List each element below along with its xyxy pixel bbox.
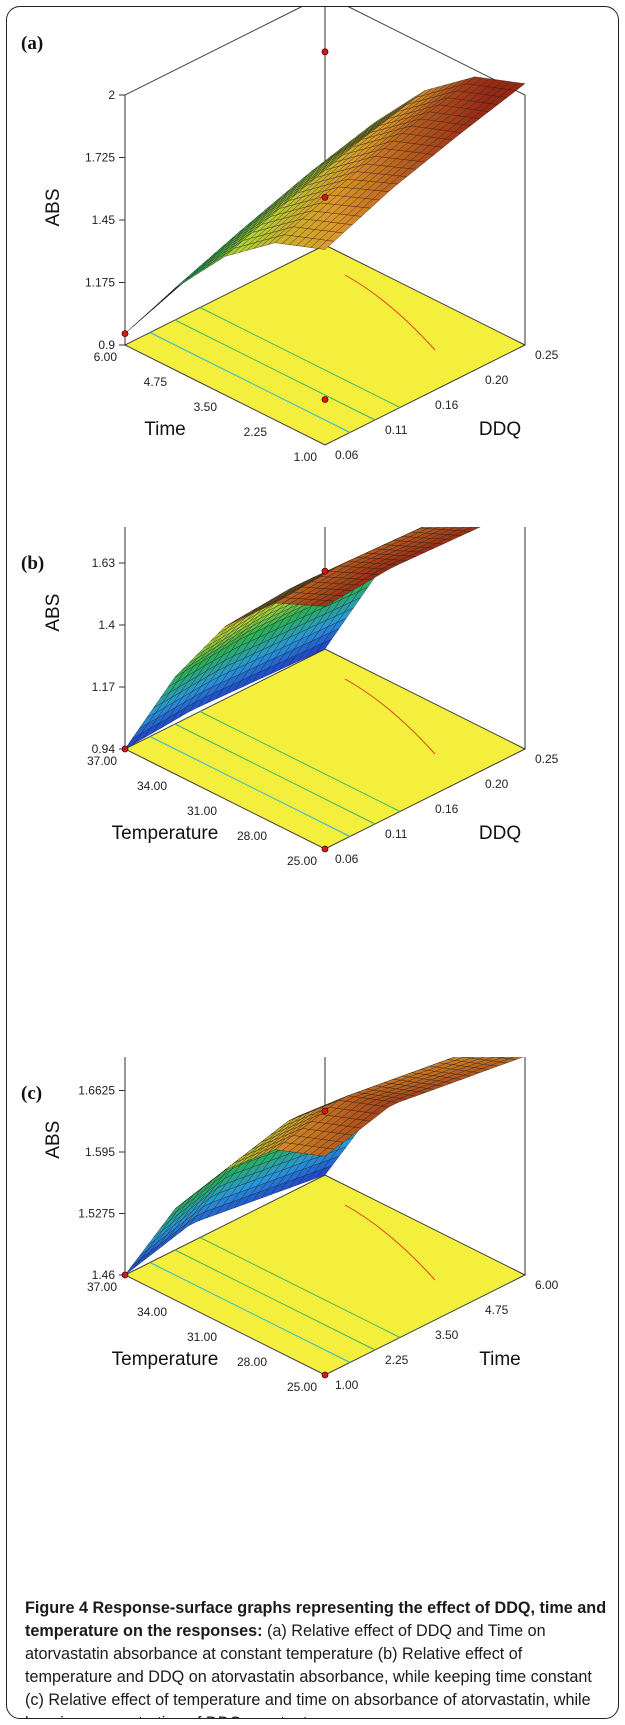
surface-cell: [317, 1148, 335, 1157]
y-tick-label: 0.20: [485, 777, 509, 791]
surface-cell: [167, 1201, 185, 1219]
response-surface: [124, 76, 526, 334]
x-tick-label: 25.00: [287, 1380, 317, 1394]
floor-contour-line: [199, 1237, 401, 1338]
caption-figure-label: Figure 4: [25, 1599, 88, 1617]
x-tick-label: 4.75: [144, 375, 168, 389]
z-tick-label: 1.17: [92, 680, 116, 694]
y-tick-label: 0.25: [535, 752, 559, 766]
z-tick-label: 1.595: [85, 1145, 115, 1159]
z-tick-label: 0.9: [98, 338, 115, 352]
surface-cell: [317, 240, 335, 250]
x-tick-label: 28.00: [237, 1355, 267, 1369]
floor-contour-line: [174, 1249, 376, 1351]
x-tick-label: 25.00: [287, 854, 317, 868]
design-point: [321, 193, 329, 201]
z-tick-label: 1.6625: [78, 1084, 115, 1098]
design-point: [321, 1107, 329, 1115]
z-tick-label: 1.175: [85, 276, 115, 290]
z-axis-label: ABS: [43, 188, 64, 226]
x-tick-label: 31.00: [187, 1330, 217, 1344]
y-axis-label: DDQ: [479, 419, 521, 440]
panel-label: (c): [21, 1083, 42, 1104]
y-tick-label: 0.06: [335, 852, 359, 866]
x-tick-label: 37.00: [87, 1280, 117, 1294]
surface-plot-c: (c)1.461.52751.5951.66251.73ABS25.0028.0…: [21, 1057, 559, 1394]
floor-contour-line: [149, 736, 351, 837]
y-tick-label: 0.25: [535, 348, 559, 362]
figure-frame: (a) 0.9 1.175 1.45 1.725 2 ABS 1.00 2.25 3.50 4.75…: [6, 6, 619, 1719]
z-tick-label: 1.5275: [78, 1207, 115, 1221]
panel-b: (b)0.941.171.41.631.86ABS25.0028.0031.00…: [7, 527, 618, 987]
x-tick-label: 2.25: [244, 425, 268, 439]
panel-label: (b): [21, 553, 44, 574]
z-axis-label: ABS: [43, 594, 64, 632]
x-axis-label: Temperature: [112, 1349, 219, 1370]
caption-text: (a) Relative effect of DDQ and Time on a…: [25, 1622, 592, 1718]
panel-label: (a): [21, 33, 43, 54]
panel-a: (a) 0.9 1.175 1.45 1.725 2 ABS 1.00 2.25 3.50 4.75…: [7, 7, 618, 467]
z-tick-label: 0.94: [92, 742, 116, 756]
floor-contour-line: [174, 723, 376, 825]
y-tick-label: 0.16: [435, 802, 459, 816]
x-tick-label: 6.00: [94, 350, 118, 364]
y-tick-label: 3.50: [435, 1328, 459, 1342]
y-tick-label: 0.20: [485, 373, 509, 387]
design-point: [321, 845, 329, 853]
z-tick-label: 1.63: [92, 556, 116, 570]
y-axis-label: DDQ: [479, 823, 521, 844]
y-tick-label: 0.06: [335, 448, 359, 462]
caption-bold-text: Response-surface graphs representing the…: [25, 1599, 607, 1640]
z-tick-label: 1.4: [98, 618, 115, 632]
x-tick-label: 31.00: [187, 804, 217, 818]
floor-contour-line: [344, 1204, 436, 1281]
y-tick-label: 6.00: [535, 1278, 559, 1292]
design-point: [321, 567, 329, 575]
x-tick-label: 1.00: [294, 450, 318, 464]
z-tick-label: 1.725: [85, 151, 115, 165]
x-tick-label: 3.50: [194, 400, 218, 414]
design-point: [121, 330, 129, 338]
x-axis-label: Temperature: [112, 823, 219, 844]
response-surface: [124, 1057, 524, 1276]
y-tick-label: 0.11: [385, 423, 408, 437]
floor-contour-line: [344, 274, 436, 351]
floor-contour-line: [174, 319, 376, 421]
x-tick-label: 34.00: [137, 1305, 167, 1319]
y-tick-label: 0.16: [435, 398, 459, 412]
y-tick-label: 4.75: [485, 1303, 509, 1317]
x-axis-label: Time: [144, 419, 186, 440]
y-tick-label: 0.11: [385, 827, 408, 841]
x-tick-label: 37.00: [87, 754, 117, 768]
figure-caption: Figure 4 Response-surface graphs represe…: [25, 1597, 613, 1718]
response-surface: [124, 527, 481, 750]
z-tick-label: 2: [108, 88, 115, 102]
surface-plot-b: (b)0.941.171.41.631.86ABS25.0028.0031.00…: [21, 527, 559, 868]
floor-contour-line: [199, 711, 401, 812]
floor-contour-line: [149, 1262, 351, 1363]
surface-plot-a: (a) 0.9 1.175 1.45 1.725 2 ABS 1.00 2.25 3.50 4.75…: [21, 7, 559, 464]
design-point: [321, 48, 329, 56]
surface-cell: [317, 600, 335, 607]
floor-contour-line: [344, 678, 436, 755]
x-tick-label: 34.00: [137, 779, 167, 793]
panel-c: (c)1.461.52751.5951.66251.73ABS25.0028.0…: [7, 1057, 618, 1517]
floor-contour-line: [199, 307, 401, 408]
y-axis-label: Time: [479, 1349, 521, 1370]
z-tick-label: 1.46: [92, 1268, 116, 1282]
z-axis-label: ABS: [43, 1121, 64, 1159]
x-tick-label: 28.00: [237, 829, 267, 843]
y-tick-label: 2.25: [385, 1353, 409, 1367]
floor-contour-line: [149, 332, 351, 433]
z-tick-label: 1.45: [92, 213, 116, 227]
design-point: [321, 1371, 329, 1379]
floor-plane: [123, 244, 527, 446]
y-tick-label: 1.00: [335, 1378, 359, 1392]
design-point: [321, 396, 329, 403]
